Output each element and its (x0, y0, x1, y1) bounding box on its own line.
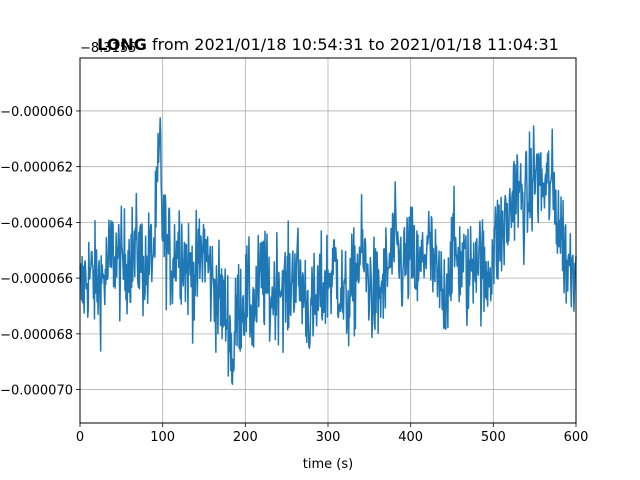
x-tick-label: 200 (233, 430, 258, 445)
y-axis-ticks: −0.000070 −0.000068 −0.000066 −0.000064 −0.0… (0, 105, 80, 399)
series-group (79, 117, 577, 385)
y-tick-label: −0.000070 (0, 384, 73, 399)
chart-title-bold: LONG (97, 35, 147, 54)
x-tick-label: 500 (481, 430, 506, 445)
y-tick-label: −0.000060 (0, 105, 73, 120)
chart-title: LONG from 2021/01/18 10:54:31 to 2021/01… (97, 35, 559, 54)
chart-title-rest: from 2021/01/18 10:54:31 to 2021/01/18 1… (147, 35, 559, 54)
x-tick-label: 600 (564, 430, 589, 445)
y-tick-label: −0.000062 (0, 161, 73, 176)
x-axis-label: time (s) (303, 457, 353, 472)
x-tick-label: 0 (76, 430, 84, 445)
x-tick-label: 400 (398, 430, 423, 445)
y-tick-label: −0.000066 (0, 272, 73, 287)
x-tick-label: 300 (316, 430, 341, 445)
y-tick-label: −0.000064 (0, 216, 73, 231)
y-axis-offset-label: −8.3155 (80, 41, 136, 56)
x-tick-label: 100 (150, 430, 175, 445)
y-tick-label: −0.000068 (0, 328, 73, 343)
series-line (79, 117, 577, 385)
x-axis-ticks: 0 100 200 300 400 500 600 (76, 423, 589, 445)
